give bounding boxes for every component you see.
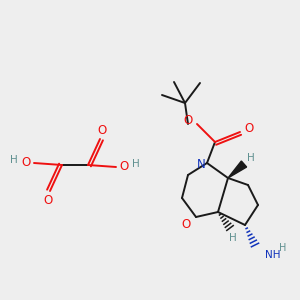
- Text: O: O: [244, 122, 253, 136]
- Text: O: O: [44, 194, 52, 206]
- Text: O: O: [182, 218, 190, 232]
- Text: N: N: [196, 158, 206, 170]
- Polygon shape: [228, 161, 247, 178]
- Text: O: O: [98, 124, 106, 136]
- Text: H: H: [10, 155, 18, 165]
- Text: H: H: [279, 243, 287, 253]
- Text: H: H: [132, 159, 140, 169]
- Text: O: O: [119, 160, 129, 173]
- Text: O: O: [21, 157, 31, 169]
- Text: H: H: [247, 153, 255, 163]
- Text: O: O: [183, 113, 193, 127]
- Text: H: H: [229, 233, 237, 243]
- Text: NH: NH: [265, 250, 280, 260]
